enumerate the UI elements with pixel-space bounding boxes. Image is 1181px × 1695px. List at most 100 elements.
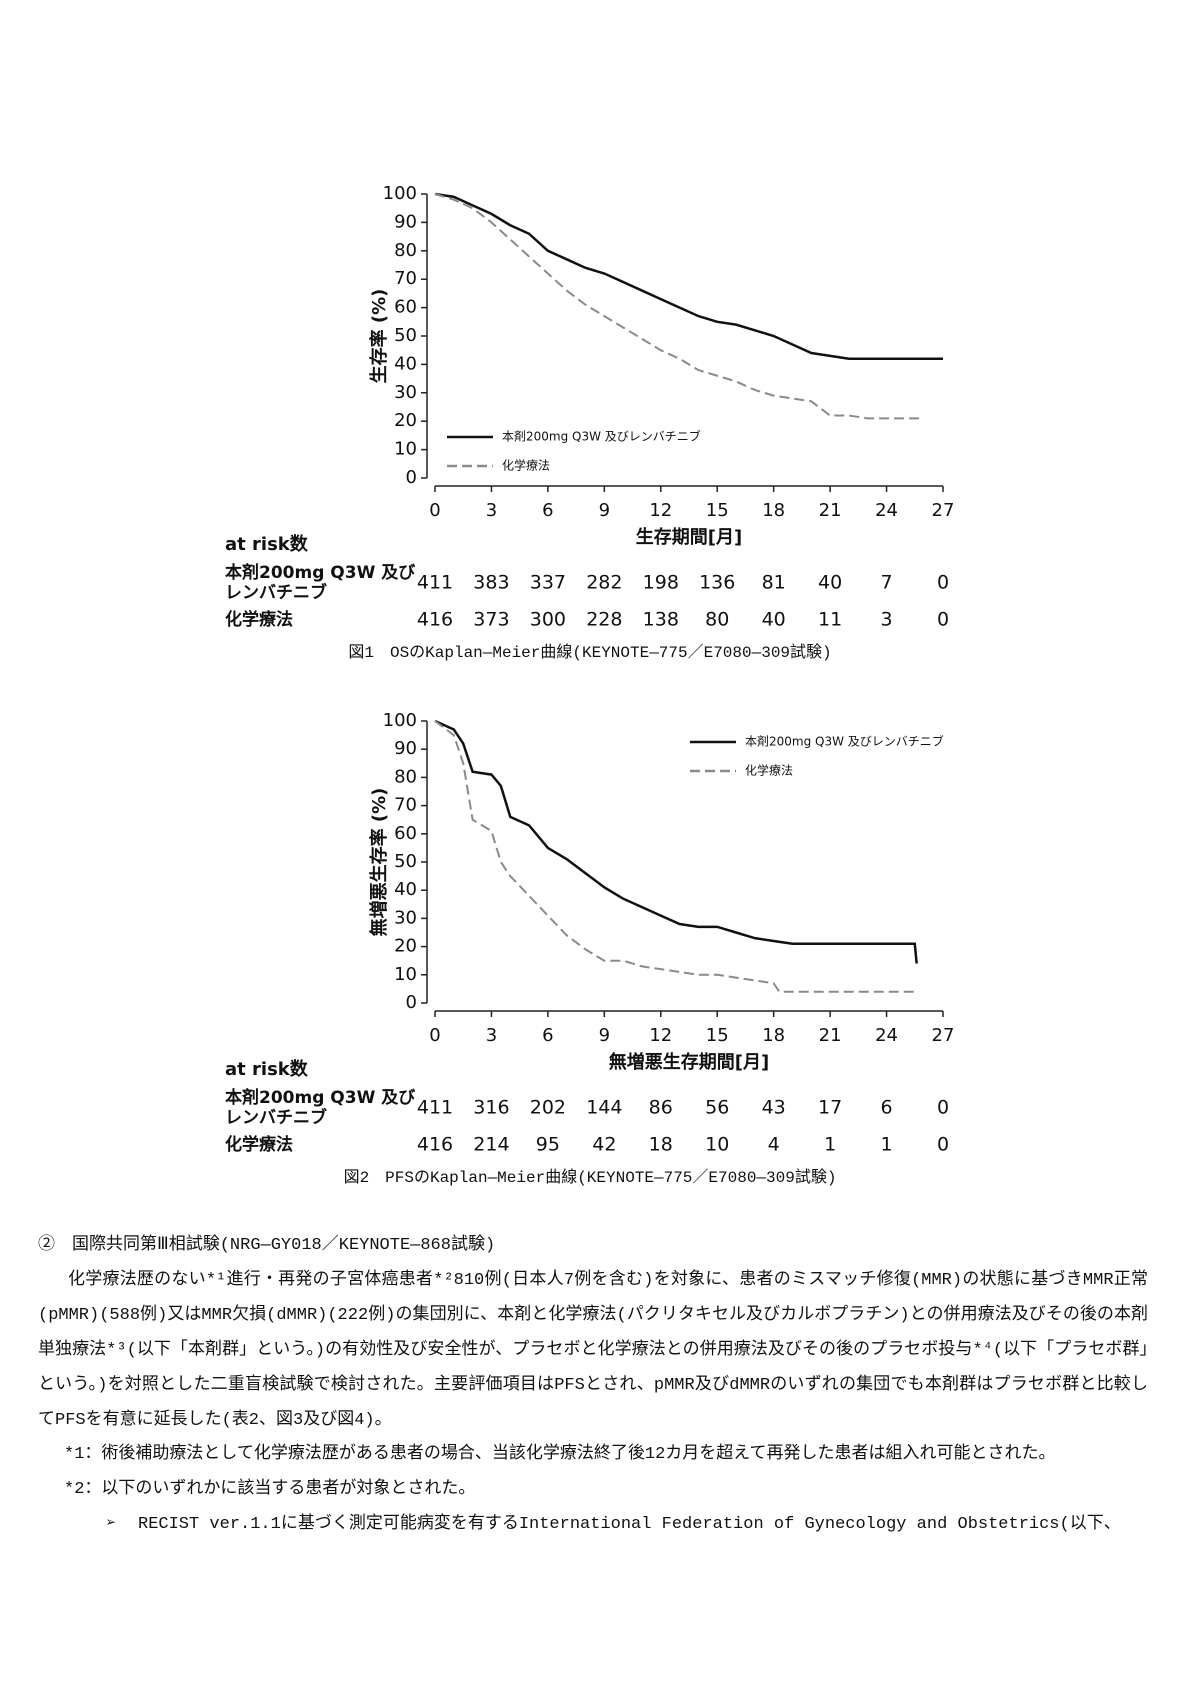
at-risk-count: 416 — [417, 1134, 453, 1156]
x-tick-label: 6 — [542, 500, 553, 521]
x-tick-label: 15 — [706, 1025, 729, 1046]
y-tick-label: 90 — [394, 738, 417, 759]
at-risk-count: 11 — [818, 609, 842, 631]
at-risk-count: 17 — [818, 1097, 842, 1119]
survival-curve — [434, 193, 925, 420]
at-risk-count: 228 — [586, 609, 622, 631]
x-tick-label: 0 — [429, 500, 440, 521]
x-tick-label: 6 — [542, 1025, 553, 1046]
at-risk-count: 95 — [536, 1134, 560, 1156]
survival-curve — [434, 719, 918, 964]
x-tick-label: 21 — [819, 500, 842, 521]
caption: 図2 PFSのKaplan―Meier曲線(KEYNOTE―775／E7080―… — [344, 1168, 837, 1187]
legend-label: 化学療法 — [502, 458, 550, 473]
section-heading: ② 国際共同第Ⅲ相試験(NRG―GY018／KEYNOTE―868試験) — [38, 1236, 496, 1255]
at-risk-count: 202 — [530, 1097, 566, 1119]
at-risk-count: 40 — [818, 572, 842, 594]
y-tick-label: 10 — [394, 964, 417, 985]
x-tick-label: 0 — [429, 1025, 440, 1046]
at-risk-count: 1 — [824, 1134, 836, 1156]
x-tick-label: 24 — [875, 1025, 898, 1046]
y-axis-label: 生存率 (%) — [368, 289, 390, 384]
legend-label: 本剤200mg Q3W 及びレンバチニブ — [745, 734, 944, 749]
survival-curve — [434, 192, 943, 360]
y-tick-label: 20 — [394, 410, 417, 431]
survival-curve — [434, 720, 915, 993]
at-risk-row-label: 化学療法 — [225, 1134, 293, 1155]
caption: 図1 OSのKaplan―Meier曲線(KEYNOTE―775／E7080―3… — [348, 643, 831, 662]
x-tick-label: 24 — [875, 500, 898, 521]
at-risk-count: 42 — [592, 1134, 616, 1156]
x-tick-label: 9 — [599, 1025, 610, 1046]
at-risk-count: 3 — [881, 609, 893, 631]
at-risk-count: 416 — [417, 609, 453, 631]
at-risk-title: at risk数 — [225, 1058, 309, 1080]
y-tick-label: 100 — [383, 710, 417, 731]
at-risk-count: 0 — [937, 609, 949, 631]
at-risk-count: 0 — [937, 1134, 949, 1156]
x-tick-label: 27 — [932, 500, 955, 521]
y-tick-label: 70 — [394, 268, 417, 289]
y-axis-label: 無増悪生存率 (%) — [368, 788, 390, 937]
at-risk-count: 144 — [586, 1097, 622, 1119]
at-risk-count: 56 — [705, 1097, 729, 1119]
at-risk-count: 1 — [881, 1134, 893, 1156]
y-tick-label: 80 — [394, 766, 417, 787]
note: *2：以下のいずれかに該当する患者が対象とされた。 — [64, 1480, 476, 1499]
at-risk-count: 6 — [881, 1097, 893, 1119]
x-tick-label: 3 — [486, 500, 497, 521]
legend-label: 化学療法 — [745, 763, 793, 778]
y-tick-label: 0 — [406, 992, 417, 1013]
at-risk-row-label: 化学療法 — [225, 609, 293, 630]
at-risk-count: 10 — [705, 1134, 729, 1156]
at-risk-count: 4 — [768, 1134, 780, 1156]
at-risk-count: 43 — [762, 1097, 786, 1119]
at-risk-count: 214 — [473, 1134, 509, 1156]
x-tick-label: 9 — [599, 500, 610, 521]
at-risk-count: 0 — [937, 572, 949, 594]
at-risk-count: 136 — [699, 572, 735, 594]
at-risk-count: 86 — [649, 1097, 673, 1119]
at-risk-row-label: 本剤200mg Q3W 及び — [225, 562, 415, 583]
y-tick-label: 0 — [406, 467, 417, 488]
x-tick-label: 18 — [762, 1025, 785, 1046]
at-risk-count: 81 — [762, 572, 786, 594]
at-risk-count: 316 — [473, 1097, 509, 1119]
x-tick-label: 12 — [649, 1025, 672, 1046]
y-tick-label: 20 — [394, 936, 417, 957]
y-tick-label: 40 — [394, 353, 417, 374]
y-tick-label: 10 — [394, 439, 417, 460]
x-tick-label: 12 — [649, 500, 672, 521]
y-tick-label: 30 — [394, 382, 417, 403]
at-risk-count: 282 — [586, 572, 622, 594]
y-tick-label: 30 — [394, 907, 417, 928]
at-risk-count: 0 — [937, 1097, 949, 1119]
x-tick-label: 18 — [762, 500, 785, 521]
at-risk-count: 411 — [417, 572, 453, 594]
at-risk-count: 138 — [643, 609, 679, 631]
at-risk-count: 411 — [417, 1097, 453, 1119]
x-tick-label: 21 — [819, 1025, 842, 1046]
note: *1：術後補助療法として化学療法歴がある患者の場合、当該化学療法終了後12カ月を… — [64, 1445, 1056, 1464]
y-tick-label: 60 — [394, 823, 417, 844]
x-tick-label: 3 — [486, 1025, 497, 1046]
y-tick-label: 50 — [394, 325, 417, 346]
at-risk-row-label: レンバチニブ — [225, 582, 327, 603]
y-tick-label: 80 — [394, 240, 417, 261]
x-axis-label: 無増悪生存期間[月] — [609, 1051, 769, 1073]
at-risk-title: at risk数 — [225, 533, 309, 555]
at-risk-row-label: レンバチニブ — [225, 1107, 327, 1128]
bullet-text: RECIST ver.1.1に基づく測定可能病変を有するInternationa… — [138, 1515, 1121, 1534]
at-risk-count: 80 — [705, 609, 729, 631]
x-axis-label: 生存期間[月] — [636, 526, 742, 548]
x-tick-label: 27 — [932, 1025, 955, 1046]
at-risk-count: 300 — [530, 609, 566, 631]
y-tick-label: 40 — [394, 879, 417, 900]
x-tick-label: 15 — [706, 500, 729, 521]
paragraph: 化学療法歴のない*¹進行・再発の子宮体癌患者*²810例(日本人7例を含む)を対… — [38, 1271, 1148, 1430]
at-risk-count: 7 — [881, 572, 893, 594]
y-tick-label: 100 — [383, 183, 417, 204]
y-tick-label: 50 — [394, 851, 417, 872]
